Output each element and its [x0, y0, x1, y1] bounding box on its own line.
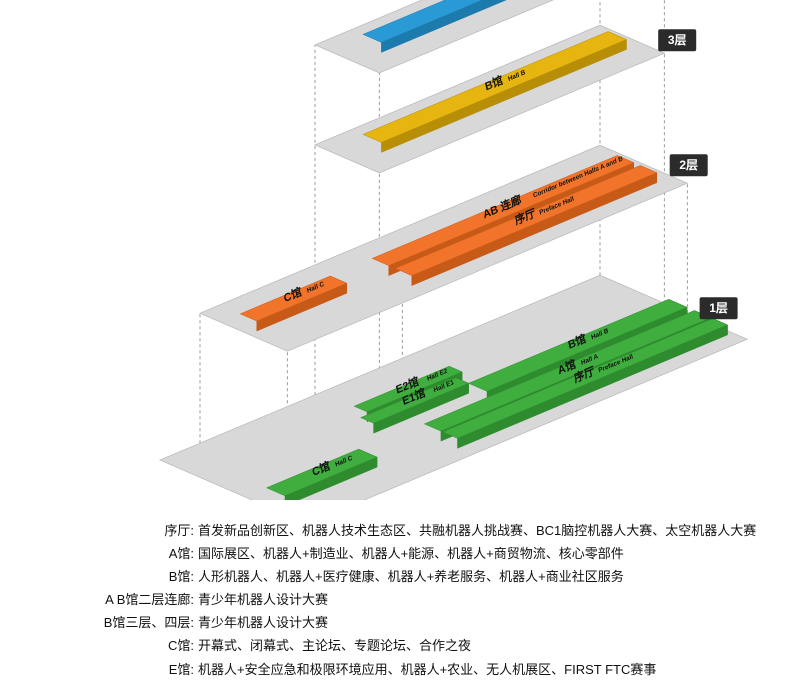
legend-key: B馆:: [20, 566, 198, 588]
legend-value: 青少年机器人设计大赛: [198, 589, 780, 611]
legend-list: 序厅:首发新品创新区、机器人技术生态区、共融机器人挑战赛、BC1脑控机器人大赛、…: [20, 520, 780, 682]
legend-row: 序厅:首发新品创新区、机器人技术生态区、共融机器人挑战赛、BC1脑控机器人大赛、…: [20, 520, 780, 542]
legend-value: 机器人+安全应急和极限环境应用、机器人+农业、无人机展区、FIRST FTC赛事: [198, 659, 780, 681]
legend-value: 青少年机器人设计大赛: [198, 612, 780, 634]
legend-row: B馆三层、四层:青少年机器人设计大赛: [20, 612, 780, 634]
legend-key: E馆:: [20, 659, 198, 681]
floor-badge-label: 3层: [668, 33, 687, 47]
legend-value: 国际展区、机器人+制造业、机器人+能源、机器人+商贸物流、核心零部件: [198, 543, 780, 565]
legend-row: E馆:机器人+安全应急和极限环境应用、机器人+农业、无人机展区、FIRST FT…: [20, 659, 780, 681]
exploded-floorplan-diagram: E2馆Hall E2E1馆Hall E1B馆Hall BC馆Hall CA馆Ha…: [0, 0, 800, 500]
legend-value: 人形机器人、机器人+医疗健康、机器人+养老服务、机器人+商业社区服务: [198, 566, 780, 588]
legend-row: A馆:国际展区、机器人+制造业、机器人+能源、机器人+商贸物流、核心零部件: [20, 543, 780, 565]
legend-row: A B馆二层连廊:青少年机器人设计大赛: [20, 589, 780, 611]
legend-value: 首发新品创新区、机器人技术生态区、共融机器人挑战赛、BC1脑控机器人大赛、太空机…: [198, 520, 780, 542]
floor-badge-label: 1层: [709, 301, 728, 315]
legend-key: A B馆二层连廊:: [20, 589, 198, 611]
legend-key: 序厅:: [20, 520, 198, 542]
legend-value: 开幕式、闭幕式、主论坛、专题论坛、合作之夜: [198, 635, 780, 657]
legend-key: B馆三层、四层:: [20, 612, 198, 634]
legend-row: B馆:人形机器人、机器人+医疗健康、机器人+养老服务、机器人+商业社区服务: [20, 566, 780, 588]
floor-badge-label: 2层: [679, 158, 698, 172]
legend-key: C馆:: [20, 635, 198, 657]
legend-row: C馆:开幕式、闭幕式、主论坛、专题论坛、合作之夜: [20, 635, 780, 657]
legend-key: A馆:: [20, 543, 198, 565]
